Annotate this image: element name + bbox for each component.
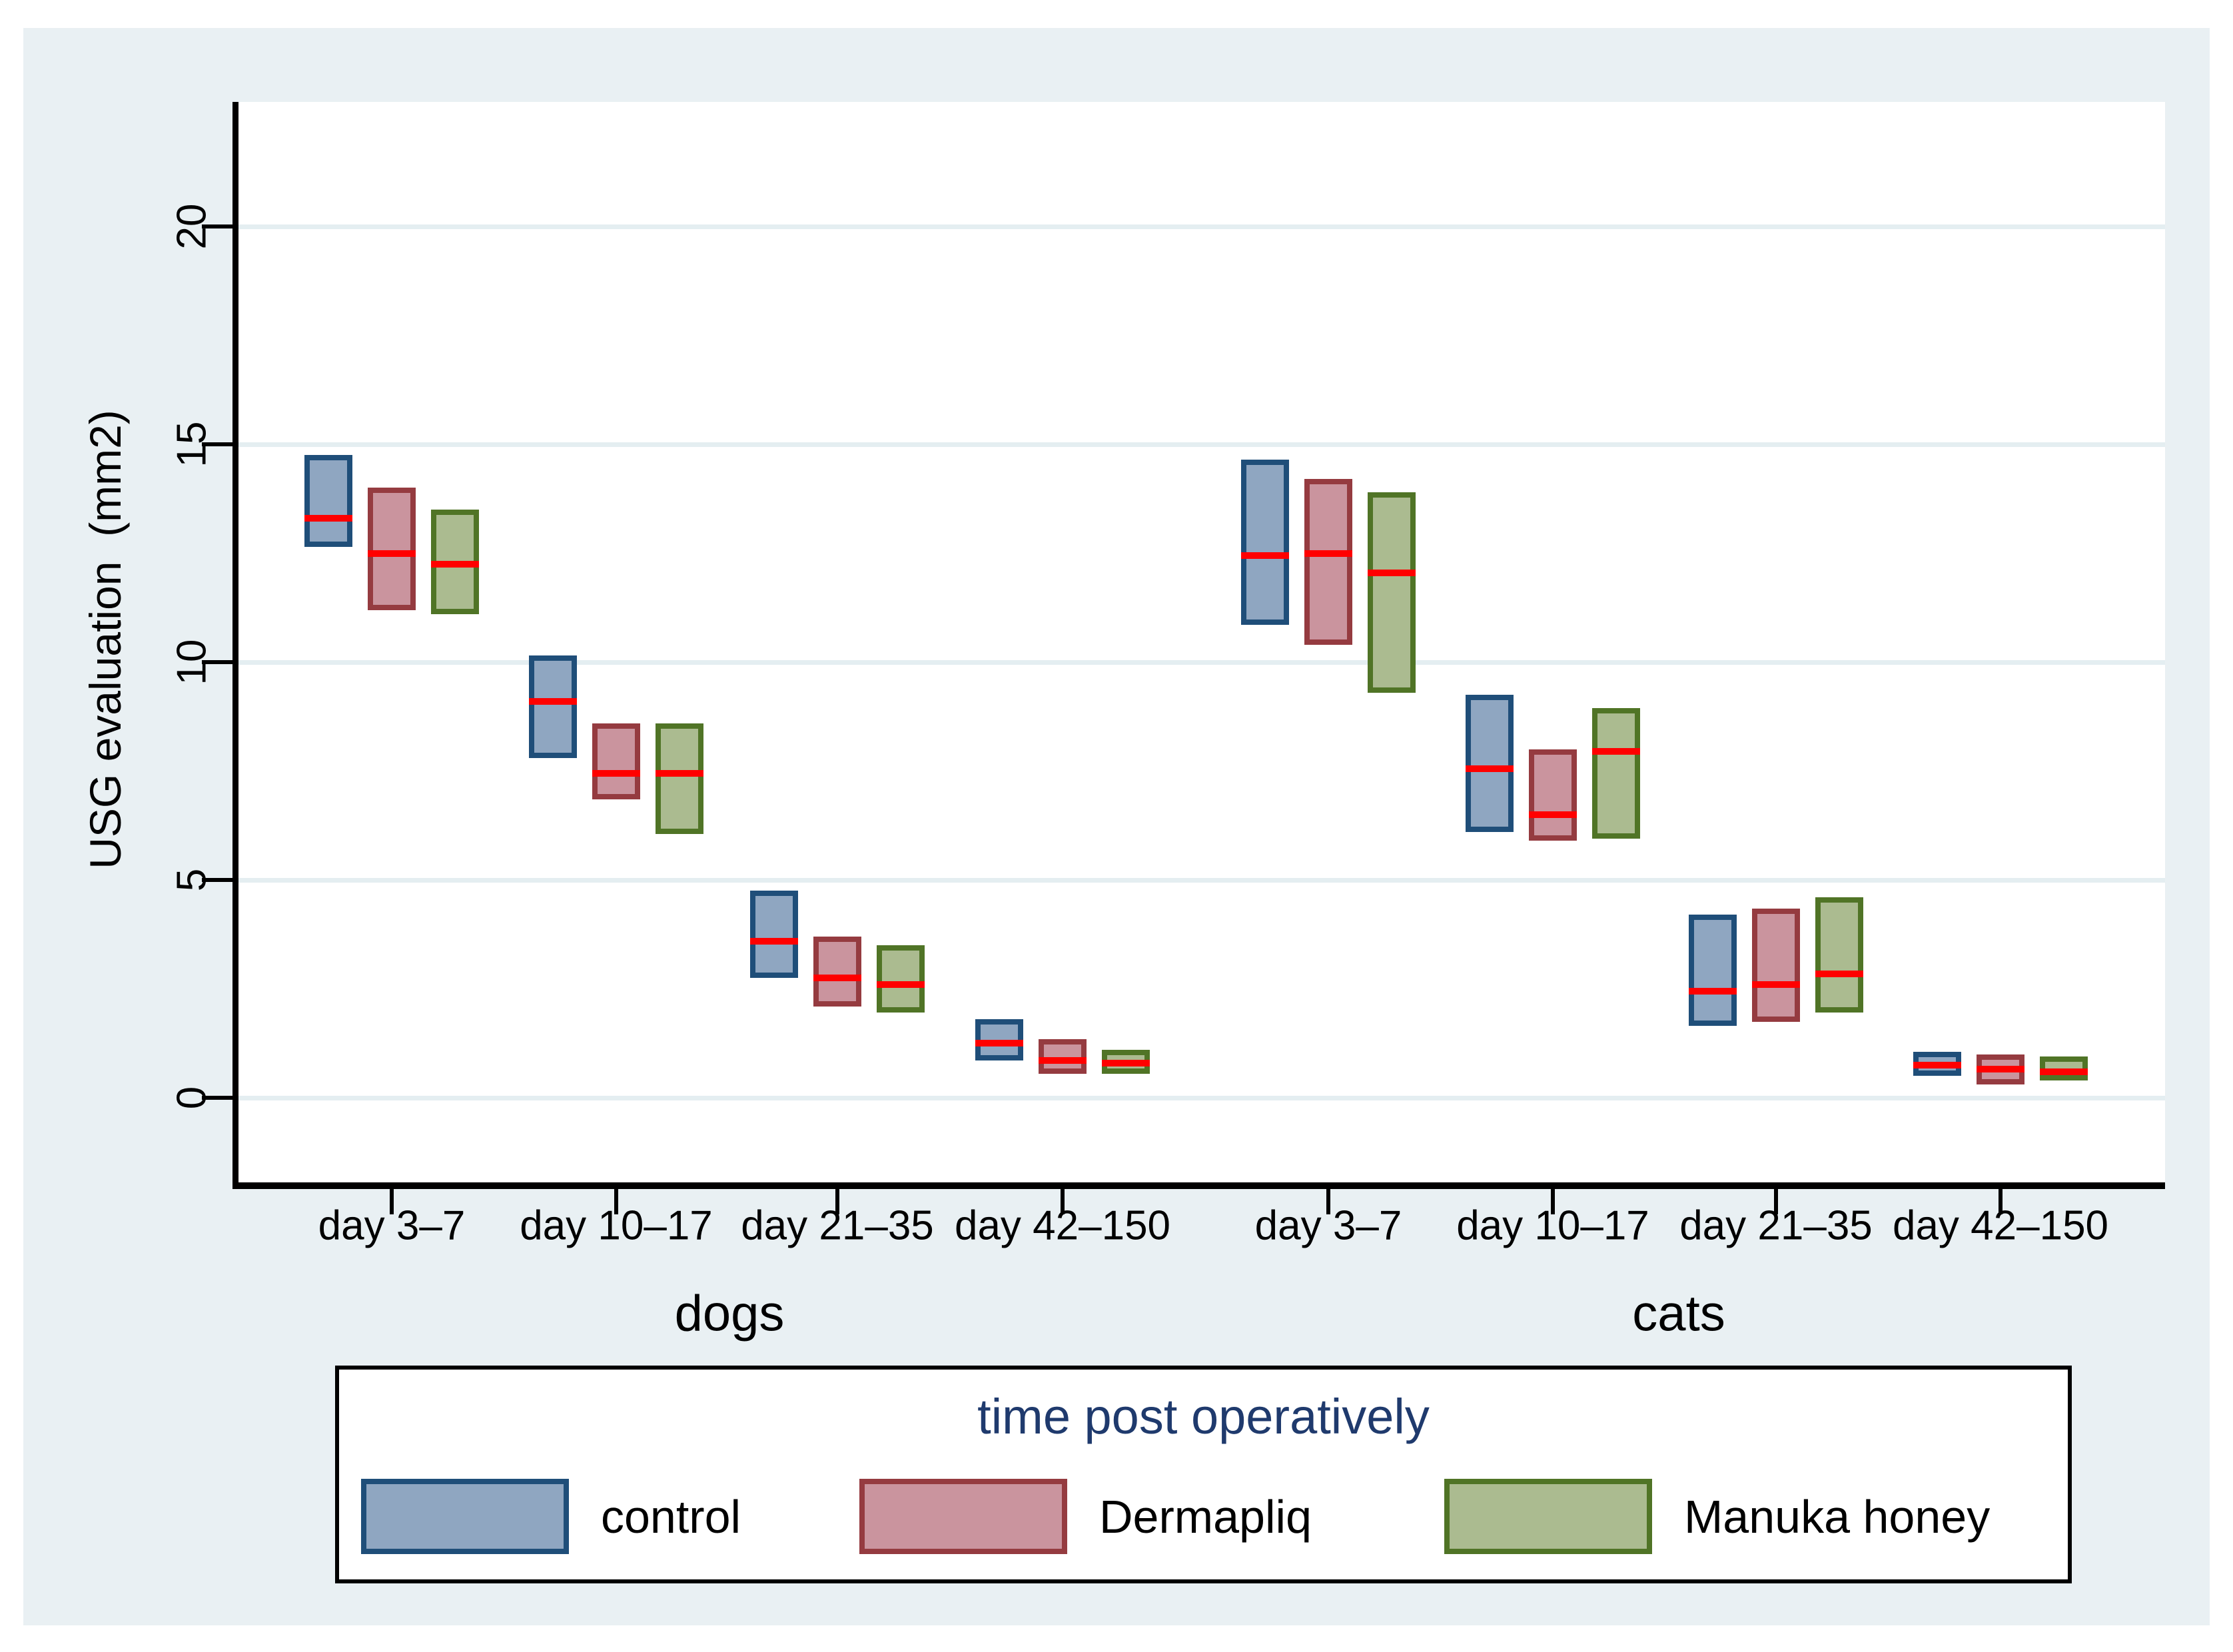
plot-area bbox=[238, 102, 2165, 1182]
median-line bbox=[1529, 811, 1577, 818]
box-Manuka-honey bbox=[1592, 707, 1640, 839]
x-tick-mark bbox=[1999, 1189, 2003, 1214]
x-tick-label: day 42–150 bbox=[1892, 1202, 2109, 1249]
x-tick-label: day 3–7 bbox=[318, 1202, 466, 1249]
median-line bbox=[1241, 552, 1289, 559]
gridline bbox=[238, 878, 2165, 883]
box-Manuka-honey bbox=[1815, 897, 1863, 1013]
median-line bbox=[529, 697, 577, 705]
gridline bbox=[238, 442, 2165, 447]
x-tick-mark bbox=[614, 1189, 618, 1214]
legend-label: control bbox=[601, 1490, 741, 1543]
box-Dermapliq bbox=[1039, 1038, 1087, 1074]
median-line bbox=[368, 550, 416, 557]
x-tick-mark bbox=[835, 1189, 839, 1214]
y-axis-line bbox=[232, 102, 238, 1189]
y-tick-label: 20 bbox=[169, 203, 215, 250]
box-control bbox=[1466, 695, 1514, 833]
median-line bbox=[1592, 748, 1640, 755]
legend-label: Manuka honey bbox=[1684, 1490, 1991, 1543]
box-control bbox=[750, 891, 798, 979]
median-line bbox=[1466, 765, 1514, 773]
y-tick-mark bbox=[202, 442, 232, 446]
box-control bbox=[1689, 915, 1737, 1027]
x-tick-label: day 10–17 bbox=[1456, 1202, 1649, 1249]
legend-swatch-Dermapliq bbox=[859, 1479, 1067, 1554]
median-line bbox=[656, 769, 703, 777]
median-line bbox=[1815, 970, 1863, 977]
gridline bbox=[238, 224, 2165, 229]
y-tick-mark bbox=[202, 878, 232, 882]
box-Manuka-honey bbox=[877, 945, 925, 1013]
y-tick-label: 10 bbox=[169, 639, 215, 685]
y-axis-title: USG evaluation (mm2) bbox=[81, 410, 130, 869]
x-tick-label: day 21–35 bbox=[741, 1202, 934, 1249]
y-tick-mark bbox=[202, 1096, 232, 1100]
box-control bbox=[1241, 459, 1289, 625]
median-line bbox=[1039, 1057, 1087, 1064]
legend-swatch-Manuka-honey bbox=[1444, 1479, 1652, 1554]
median-line bbox=[750, 937, 798, 945]
y-tick-label: 5 bbox=[169, 868, 215, 892]
x-tick-mark bbox=[1061, 1189, 1065, 1214]
box-control bbox=[529, 655, 577, 758]
median-line bbox=[304, 515, 352, 522]
median-line bbox=[877, 981, 925, 988]
box-control bbox=[304, 455, 352, 547]
box-Dermapliq bbox=[368, 488, 416, 610]
x-tick-mark bbox=[1326, 1189, 1330, 1214]
box-Dermapliq bbox=[813, 937, 861, 1007]
y-tick-mark bbox=[202, 660, 232, 664]
box-Manuka-honey bbox=[656, 723, 703, 835]
legend-title: time post operatively bbox=[977, 1389, 1430, 1444]
y-tick-label: 15 bbox=[169, 421, 215, 468]
gridline bbox=[238, 660, 2165, 665]
median-line bbox=[1304, 550, 1352, 557]
box-Dermapliq bbox=[592, 723, 640, 799]
species-label-cats: cats bbox=[1632, 1285, 1725, 1342]
x-tick-mark bbox=[1551, 1189, 1555, 1214]
median-line bbox=[1752, 981, 1800, 988]
x-tick-label: day 10–17 bbox=[520, 1202, 713, 1249]
legend-label: Dermapliq bbox=[1099, 1490, 1312, 1543]
x-tick-mark bbox=[390, 1189, 394, 1214]
box-Dermapliq bbox=[1752, 908, 1800, 1022]
y-tick-mark bbox=[202, 224, 232, 228]
median-line bbox=[813, 975, 861, 982]
gridline bbox=[238, 1096, 2165, 1100]
legend-swatch-control bbox=[361, 1479, 569, 1554]
y-tick-label: 0 bbox=[169, 1086, 215, 1110]
box-Manuka-honey bbox=[1368, 492, 1416, 693]
median-line bbox=[1368, 569, 1416, 576]
median-line bbox=[975, 1040, 1023, 1047]
x-tick-label: day 21–35 bbox=[1679, 1202, 1873, 1249]
box-Dermapliq bbox=[1529, 749, 1577, 841]
median-line bbox=[1913, 1061, 1961, 1068]
median-line bbox=[431, 560, 479, 568]
median-line bbox=[1689, 987, 1737, 995]
median-line bbox=[1977, 1066, 2024, 1073]
box-Dermapliq bbox=[1304, 479, 1352, 645]
median-line bbox=[1102, 1059, 1150, 1066]
median-line bbox=[2040, 1068, 2088, 1075]
x-tick-mark bbox=[1774, 1189, 1778, 1214]
species-label-dogs: dogs bbox=[674, 1285, 785, 1342]
median-line bbox=[592, 769, 640, 777]
x-axis-line bbox=[232, 1182, 2165, 1189]
legend: time post operatively control Dermapliq Ma… bbox=[335, 1366, 2072, 1583]
x-tick-label: day 42–150 bbox=[954, 1202, 1171, 1249]
x-tick-label: day 3–7 bbox=[1254, 1202, 1402, 1249]
